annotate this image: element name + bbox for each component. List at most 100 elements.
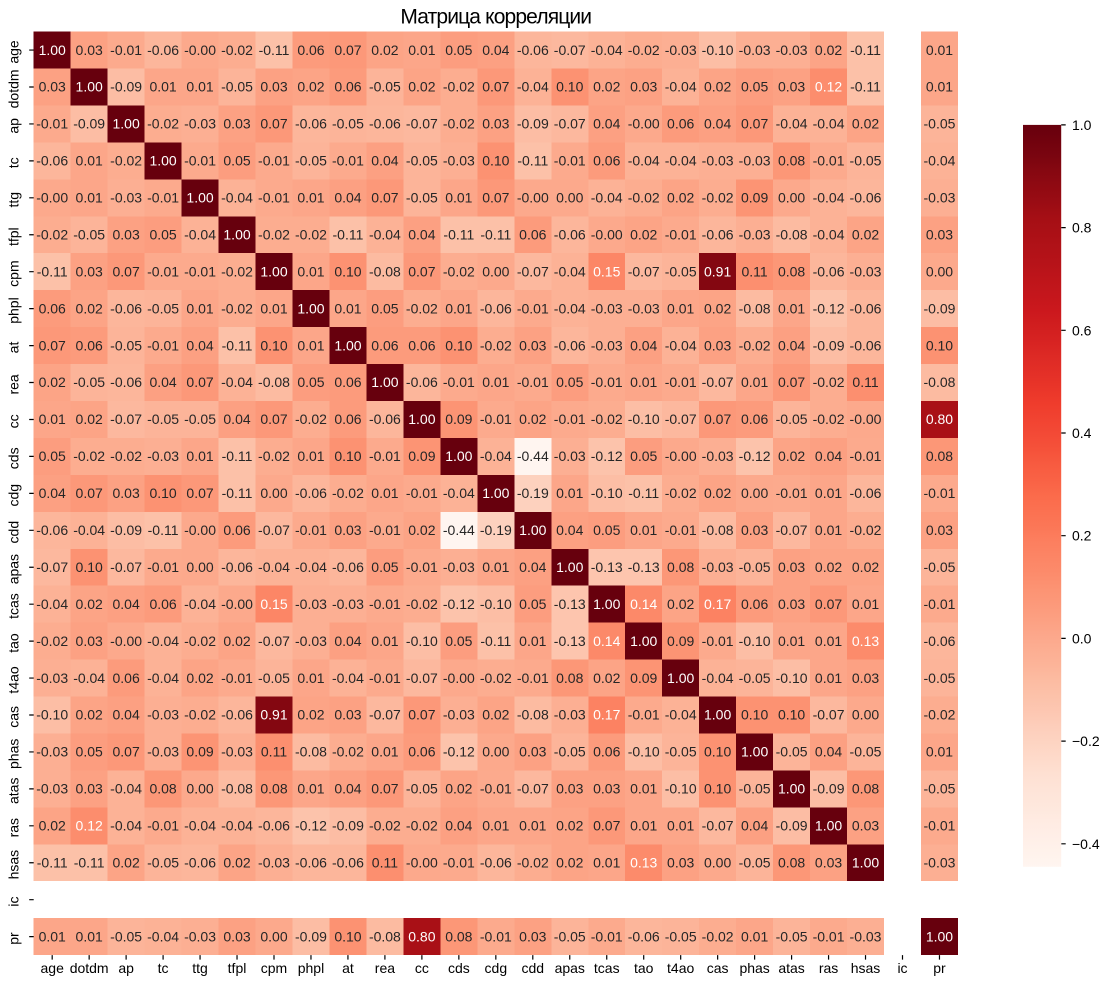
svg-text:-0.07: -0.07	[702, 374, 734, 390]
svg-text:0.01: 0.01	[297, 448, 324, 464]
svg-text:-0.03: -0.03	[924, 190, 956, 206]
svg-text:-0.11: -0.11	[480, 226, 511, 242]
svg-text:-0.01: -0.01	[369, 670, 401, 686]
svg-text:0.04: 0.04	[778, 337, 805, 353]
svg-text:-0.05: -0.05	[924, 559, 956, 575]
svg-text:tao: tao	[6, 633, 22, 653]
svg-text:0.08: 0.08	[556, 670, 583, 686]
svg-text:0.01: 0.01	[297, 670, 324, 686]
svg-text:ras: ras	[6, 818, 22, 837]
svg-text:0.11: 0.11	[742, 263, 768, 279]
svg-text:1.00: 1.00	[667, 670, 694, 686]
svg-text:-0.03: -0.03	[702, 153, 734, 169]
svg-text:0.05: 0.05	[445, 42, 472, 58]
svg-text:1.00: 1.00	[334, 337, 361, 353]
svg-text:-0.05: -0.05	[406, 781, 438, 797]
svg-text:-0.02: -0.02	[110, 153, 142, 169]
svg-text:-0.02: -0.02	[36, 633, 68, 649]
svg-text:-0.05: -0.05	[110, 928, 142, 944]
svg-text:-0.10: -0.10	[628, 744, 660, 760]
svg-text:-0.01: -0.01	[480, 411, 512, 427]
svg-text:0.02: 0.02	[76, 596, 103, 612]
svg-text:-0.11: -0.11	[222, 337, 253, 353]
svg-text:0.02: 0.02	[667, 596, 694, 612]
svg-text:0.03: 0.03	[593, 781, 620, 797]
svg-text:0.00: 0.00	[482, 744, 509, 760]
svg-text:-0.05: -0.05	[850, 153, 882, 169]
svg-text:-0.06: -0.06	[36, 522, 68, 538]
svg-text:-0.02: -0.02	[850, 522, 882, 538]
svg-text:0.80: 0.80	[408, 928, 435, 944]
svg-text:-0.02: -0.02	[443, 79, 475, 95]
svg-text:0.02: 0.02	[223, 633, 250, 649]
svg-text:ic: ic	[6, 897, 22, 907]
svg-text:0.01: 0.01	[741, 374, 768, 390]
svg-text:-0.03: -0.03	[221, 744, 253, 760]
svg-text:-0.06: -0.06	[480, 854, 512, 870]
svg-text:-0.04: -0.04	[369, 226, 401, 242]
svg-text:0.02: 0.02	[76, 411, 103, 427]
svg-text:-0.00: -0.00	[591, 226, 623, 242]
svg-text:0.06: 0.06	[741, 411, 768, 427]
svg-text:-0.12: -0.12	[591, 448, 623, 464]
svg-text:0.8: 0.8	[1072, 220, 1092, 236]
svg-text:-0.00: -0.00	[184, 522, 216, 538]
svg-text:0.06: 0.06	[76, 337, 103, 353]
svg-text:-0.01: -0.01	[480, 928, 512, 944]
svg-text:0.6: 0.6	[1072, 322, 1092, 338]
svg-text:-0.05: -0.05	[924, 670, 956, 686]
svg-text:0.02: 0.02	[852, 559, 879, 575]
svg-text:0.07: 0.07	[593, 818, 620, 834]
svg-text:-0.07: -0.07	[776, 522, 808, 538]
svg-text:0.06: 0.06	[408, 337, 435, 353]
svg-text:-0.01: -0.01	[924, 596, 956, 612]
svg-text:-0.01: -0.01	[36, 116, 68, 132]
svg-text:1.00: 1.00	[852, 854, 879, 870]
svg-text:0.04: 0.04	[149, 374, 176, 390]
svg-text:-0.07: -0.07	[517, 263, 549, 279]
svg-text:0.08: 0.08	[667, 559, 694, 575]
svg-text:-0.05: -0.05	[739, 854, 771, 870]
svg-text:0.01: 0.01	[815, 522, 842, 538]
svg-text:0.03: 0.03	[630, 79, 657, 95]
svg-text:0.17: 0.17	[593, 707, 620, 723]
svg-text:0.03: 0.03	[852, 818, 879, 834]
svg-text:0.02: 0.02	[482, 707, 509, 723]
svg-text:0.01: 0.01	[186, 448, 213, 464]
svg-text:0.02: 0.02	[76, 300, 103, 316]
svg-text:-0.06: -0.06	[147, 42, 179, 58]
svg-text:cds: cds	[448, 960, 470, 976]
svg-text:-0.04: -0.04	[443, 485, 475, 501]
svg-text:1.00: 1.00	[149, 153, 176, 169]
svg-text:-0.06: -0.06	[850, 190, 882, 206]
svg-text:0.00: 0.00	[482, 263, 509, 279]
svg-text:-0.04: -0.04	[628, 153, 660, 169]
svg-text:0.10: 0.10	[704, 781, 731, 797]
svg-text:-0.11: -0.11	[850, 79, 881, 95]
svg-text:0.03: 0.03	[39, 79, 66, 95]
svg-text:0.07: 0.07	[371, 781, 398, 797]
svg-text:-0.03: -0.03	[443, 153, 475, 169]
svg-text:-0.09: -0.09	[110, 79, 142, 95]
svg-text:0.01: 0.01	[76, 928, 103, 944]
svg-text:-0.02: -0.02	[221, 300, 253, 316]
svg-text:0.02: 0.02	[297, 707, 324, 723]
svg-text:-0.04: -0.04	[184, 226, 216, 242]
svg-text:0.01: 0.01	[593, 854, 620, 870]
svg-text:-0.05: -0.05	[850, 744, 882, 760]
svg-text:-0.08: -0.08	[369, 263, 401, 279]
svg-text:0.06: 0.06	[519, 226, 546, 242]
svg-text:-0.01: -0.01	[295, 522, 327, 538]
svg-text:-0.01: -0.01	[517, 300, 549, 316]
svg-text:0.03: 0.03	[334, 522, 361, 538]
svg-text:-0.10: -0.10	[591, 485, 623, 501]
svg-text:0.03: 0.03	[778, 79, 805, 95]
svg-text:-0.02: -0.02	[332, 744, 364, 760]
svg-text:rea: rea	[6, 374, 22, 394]
svg-text:0.05: 0.05	[556, 374, 583, 390]
svg-text:-0.10: -0.10	[665, 781, 697, 797]
svg-text:pr: pr	[933, 960, 946, 976]
svg-text:0.05: 0.05	[223, 153, 250, 169]
svg-text:0.01: 0.01	[371, 744, 398, 760]
svg-text:-0.02: -0.02	[480, 670, 512, 686]
